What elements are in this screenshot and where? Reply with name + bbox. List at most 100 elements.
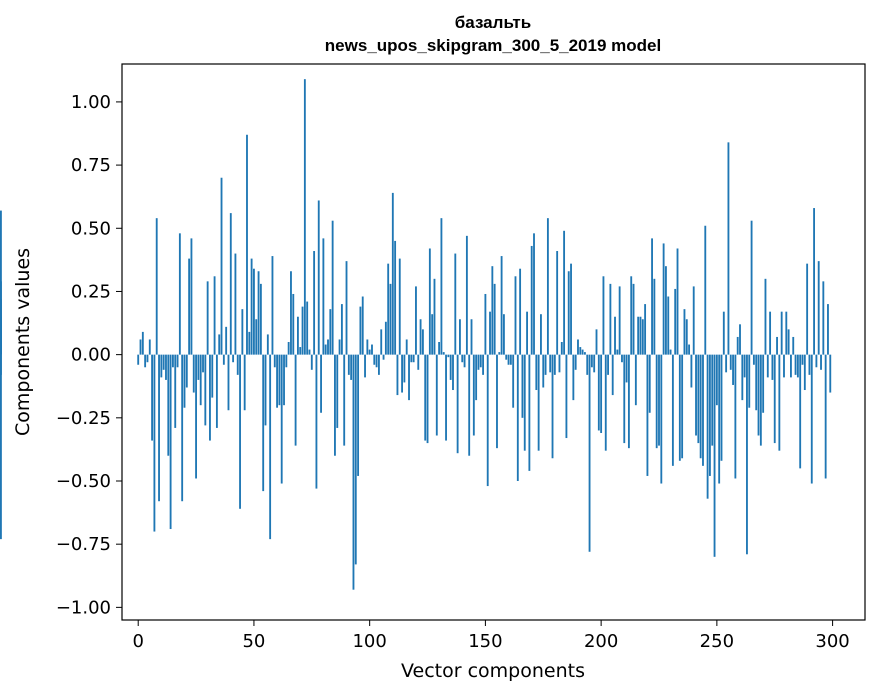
bar-154 bbox=[493, 283, 496, 355]
bar-29 bbox=[204, 354, 207, 426]
bar-113 bbox=[398, 258, 401, 355]
bar-210 bbox=[623, 354, 626, 444]
bar-103 bbox=[375, 354, 378, 368]
y-axis-label: Components values bbox=[12, 248, 34, 436]
bar-269 bbox=[759, 354, 762, 446]
bar-28 bbox=[202, 354, 204, 373]
bar-217 bbox=[639, 316, 642, 355]
bar-80 bbox=[322, 238, 325, 355]
bar-268 bbox=[757, 354, 760, 436]
bar-184 bbox=[563, 230, 566, 355]
bar-261 bbox=[741, 354, 744, 401]
y-tick-label: 0.75 bbox=[71, 155, 111, 176]
bar-168 bbox=[526, 311, 528, 355]
bar-180 bbox=[553, 354, 556, 375]
bar-277 bbox=[778, 354, 781, 451]
bar-125 bbox=[426, 354, 429, 444]
bar-264 bbox=[748, 354, 751, 408]
bar-110 bbox=[391, 192, 394, 355]
bar-124 bbox=[424, 354, 427, 441]
bar-259 bbox=[736, 336, 739, 355]
bar-44 bbox=[239, 354, 241, 509]
bar-12 bbox=[165, 354, 167, 380]
bar-92 bbox=[350, 354, 353, 380]
bar-63 bbox=[283, 354, 285, 406]
bar-287 bbox=[801, 354, 804, 365]
bar-22 bbox=[188, 258, 191, 355]
bar-230 bbox=[669, 349, 672, 355]
bar-220 bbox=[646, 354, 649, 476]
bar-32 bbox=[211, 354, 214, 398]
bar-243 bbox=[699, 354, 702, 459]
bar-282 bbox=[790, 354, 792, 378]
y-tick-label: 0.25 bbox=[71, 281, 111, 302]
bar-249 bbox=[713, 354, 716, 557]
bar-173 bbox=[537, 354, 540, 451]
bar-109 bbox=[389, 283, 392, 355]
bar-292 bbox=[813, 208, 815, 355]
bar-56 bbox=[266, 334, 269, 355]
bar-77 bbox=[315, 354, 318, 489]
bar-175 bbox=[542, 354, 545, 388]
bar-288 bbox=[803, 354, 806, 391]
bar-132 bbox=[442, 352, 445, 355]
bar-119 bbox=[412, 354, 415, 363]
bar-273 bbox=[769, 311, 772, 355]
bar-295 bbox=[820, 354, 822, 370]
bar-218 bbox=[641, 319, 644, 355]
bar-66 bbox=[290, 271, 292, 355]
bar-207 bbox=[616, 349, 619, 355]
bar-111 bbox=[394, 240, 397, 355]
bar-233 bbox=[676, 248, 679, 355]
bar-4 bbox=[146, 354, 149, 363]
bar-174 bbox=[540, 314, 542, 355]
bar-260 bbox=[739, 324, 741, 355]
y-tick-label: 0.00 bbox=[71, 345, 111, 366]
bar-88 bbox=[340, 304, 343, 355]
bar-60 bbox=[276, 354, 279, 408]
bar-116 bbox=[405, 339, 408, 355]
bar-46 bbox=[243, 354, 246, 411]
bar-228 bbox=[665, 266, 667, 355]
bar-231 bbox=[671, 354, 674, 466]
bar-160 bbox=[507, 354, 510, 365]
bar-224 bbox=[655, 354, 658, 449]
bar-18 bbox=[178, 233, 181, 355]
bar-75 bbox=[310, 354, 313, 370]
bar-101 bbox=[371, 344, 373, 355]
x-tick-label: 250 bbox=[700, 631, 734, 652]
bar-149 bbox=[482, 354, 485, 375]
bar-58 bbox=[271, 256, 274, 355]
bar-177 bbox=[546, 218, 549, 355]
bar-9 bbox=[158, 354, 160, 502]
bar-179 bbox=[551, 354, 554, 459]
bar-83 bbox=[329, 309, 332, 355]
bar-255 bbox=[727, 142, 730, 355]
bar-42 bbox=[234, 253, 237, 355]
bar-0 bbox=[137, 354, 140, 365]
bar-114 bbox=[401, 354, 403, 393]
bar-91 bbox=[347, 354, 350, 375]
bar-200 bbox=[600, 354, 603, 433]
bar-158 bbox=[502, 314, 505, 355]
bar-25 bbox=[195, 354, 197, 479]
bar-211 bbox=[625, 354, 628, 383]
bar-85 bbox=[334, 354, 336, 456]
bar-256 bbox=[729, 354, 732, 370]
bar-112 bbox=[396, 354, 399, 396]
bar-289 bbox=[806, 263, 809, 355]
bar-286 bbox=[799, 354, 802, 469]
bar-39 bbox=[227, 354, 230, 411]
bar-59 bbox=[273, 354, 276, 368]
bar-35 bbox=[218, 334, 221, 355]
bar-108 bbox=[387, 263, 390, 355]
bar-213 bbox=[630, 276, 633, 355]
bar-120 bbox=[415, 286, 417, 355]
bar-30 bbox=[206, 281, 209, 355]
bar-55 bbox=[264, 354, 267, 426]
bar-222 bbox=[651, 238, 653, 355]
bar-156 bbox=[498, 352, 501, 355]
bar-131 bbox=[440, 218, 443, 355]
bar-21 bbox=[185, 354, 188, 388]
